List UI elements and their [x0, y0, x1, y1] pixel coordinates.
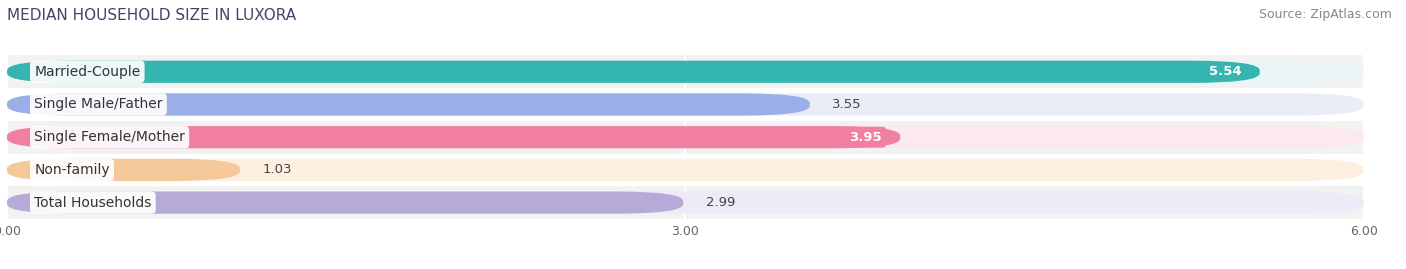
Text: Non-family: Non-family	[34, 163, 110, 177]
Bar	[7, 121, 1364, 154]
Text: MEDIAN HOUSEHOLD SIZE IN LUXORA: MEDIAN HOUSEHOLD SIZE IN LUXORA	[7, 8, 297, 23]
FancyBboxPatch shape	[7, 93, 810, 116]
Text: Married-Couple: Married-Couple	[34, 65, 141, 79]
FancyBboxPatch shape	[7, 126, 1364, 148]
FancyBboxPatch shape	[7, 159, 240, 181]
Text: 3.55: 3.55	[832, 98, 862, 111]
Text: Source: ZipAtlas.com: Source: ZipAtlas.com	[1258, 8, 1392, 21]
Text: 2.99: 2.99	[706, 196, 735, 209]
FancyBboxPatch shape	[7, 126, 900, 148]
Text: 1.03: 1.03	[263, 163, 292, 176]
FancyBboxPatch shape	[7, 192, 1364, 214]
Text: Total Households: Total Households	[34, 196, 152, 210]
Bar	[7, 55, 1364, 88]
Bar	[7, 154, 1364, 186]
Text: 5.54: 5.54	[1209, 65, 1241, 78]
FancyBboxPatch shape	[7, 192, 683, 214]
Text: Single Male/Father: Single Male/Father	[34, 97, 163, 111]
FancyBboxPatch shape	[7, 93, 1364, 116]
FancyBboxPatch shape	[7, 61, 1364, 83]
FancyBboxPatch shape	[7, 159, 1364, 181]
FancyBboxPatch shape	[7, 61, 1260, 83]
Text: Single Female/Mother: Single Female/Mother	[34, 130, 186, 144]
Text: 3.95: 3.95	[849, 131, 882, 144]
Bar	[7, 88, 1364, 121]
Bar	[7, 186, 1364, 219]
